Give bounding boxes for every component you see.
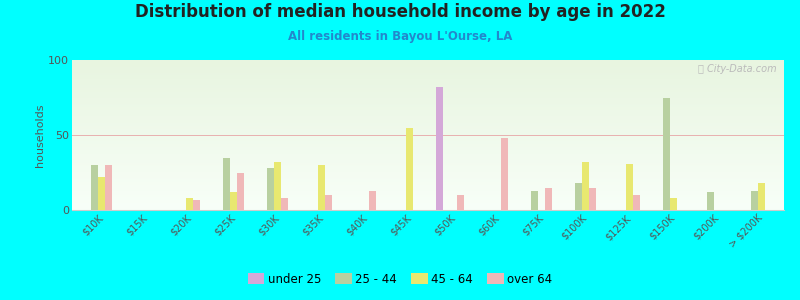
Legend: under 25, 25 - 44, 45 - 64, over 64: under 25, 25 - 44, 45 - 64, over 64 [243, 269, 557, 291]
Bar [230, 192, 238, 210]
Bar [589, 188, 596, 210]
Bar [406, 128, 413, 210]
Bar [98, 177, 106, 210]
Bar [436, 87, 443, 210]
Text: All residents in Bayou L'Ourse, LA: All residents in Bayou L'Ourse, LA [288, 30, 512, 43]
Bar [325, 195, 332, 210]
Text: Distribution of median household income by age in 2022: Distribution of median household income … [134, 3, 666, 21]
Bar [662, 98, 670, 210]
Bar [238, 172, 244, 210]
Bar [758, 183, 765, 210]
Bar [186, 198, 194, 210]
Bar [457, 195, 464, 210]
Bar [670, 198, 677, 210]
Bar [318, 165, 325, 210]
Bar [369, 190, 376, 210]
Bar [626, 164, 633, 210]
Bar [106, 165, 113, 210]
Bar [91, 165, 98, 210]
Bar [274, 162, 282, 210]
Bar [574, 183, 582, 210]
Bar [706, 192, 714, 210]
Bar [194, 200, 200, 210]
Bar [545, 188, 552, 210]
Bar [501, 138, 508, 210]
Bar [282, 198, 288, 210]
Text: Ⓢ City-Data.com: Ⓢ City-Data.com [698, 64, 777, 74]
Bar [223, 158, 230, 210]
Bar [531, 190, 538, 210]
Bar [582, 162, 589, 210]
Bar [633, 195, 640, 210]
Bar [267, 168, 274, 210]
Y-axis label: households: households [35, 103, 46, 167]
Bar [750, 190, 758, 210]
